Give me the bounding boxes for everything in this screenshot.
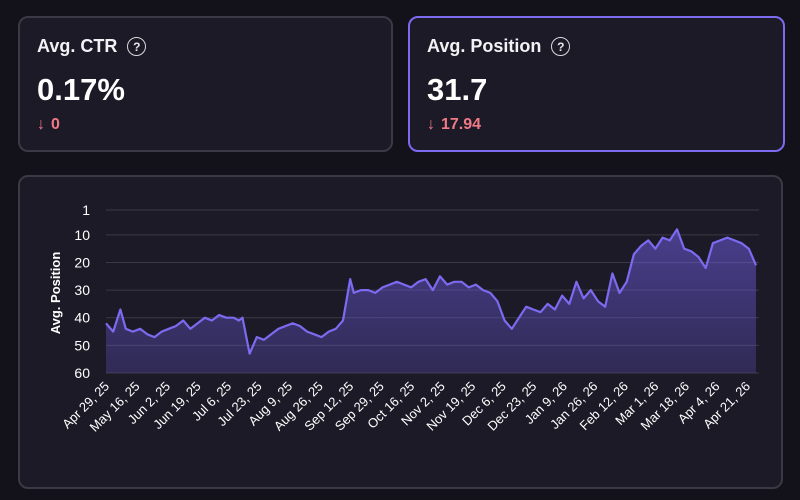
arrow-down-icon: ↓ [427,116,435,133]
y-tick-label: 20 [74,254,90,270]
metric-card-avg-ctr[interactable]: Avg. CTR ? 0.17% ↓ 0 [18,16,393,152]
y-tick-label: 1 [82,202,90,218]
y-axis-ticks: 1 10 20 30 40 50 60 [74,202,90,381]
arrow-down-icon: ↓ [37,116,45,133]
help-icon[interactable]: ? [127,37,147,56]
metric-value: 31.7 [427,72,488,107]
y-tick-label: 60 [74,365,90,381]
y-tick-label: 40 [74,310,90,326]
metric-title-row: Avg. CTR ? [37,36,147,57]
help-icon[interactable]: ? [551,37,571,56]
metric-delta: ↓ 17.94 [427,116,481,134]
metric-title: Avg. Position [427,36,542,56]
metric-value: 0.17% [37,72,125,107]
y-tick-label: 50 [74,337,90,353]
area-fill [106,229,756,373]
chart-card: 1 10 20 30 40 50 60 Apr 29, 25 May 16, 25 Jun 2,… [18,175,783,489]
metric-delta-value: 0 [51,116,60,133]
metric-title: Avg. CTR [37,36,118,56]
y-tick-label: 10 [74,227,90,243]
metric-card-avg-position[interactable]: Avg. Position ? 31.7 ↓ 17.94 [408,16,785,152]
y-tick-label: 30 [74,282,90,298]
metric-title-row: Avg. Position ? [427,36,571,57]
series-line [105,228,758,355]
y-axis-label: Avg. Position [48,252,63,335]
metric-delta-value: 17.94 [441,116,482,133]
metric-delta: ↓ 0 [37,116,60,134]
